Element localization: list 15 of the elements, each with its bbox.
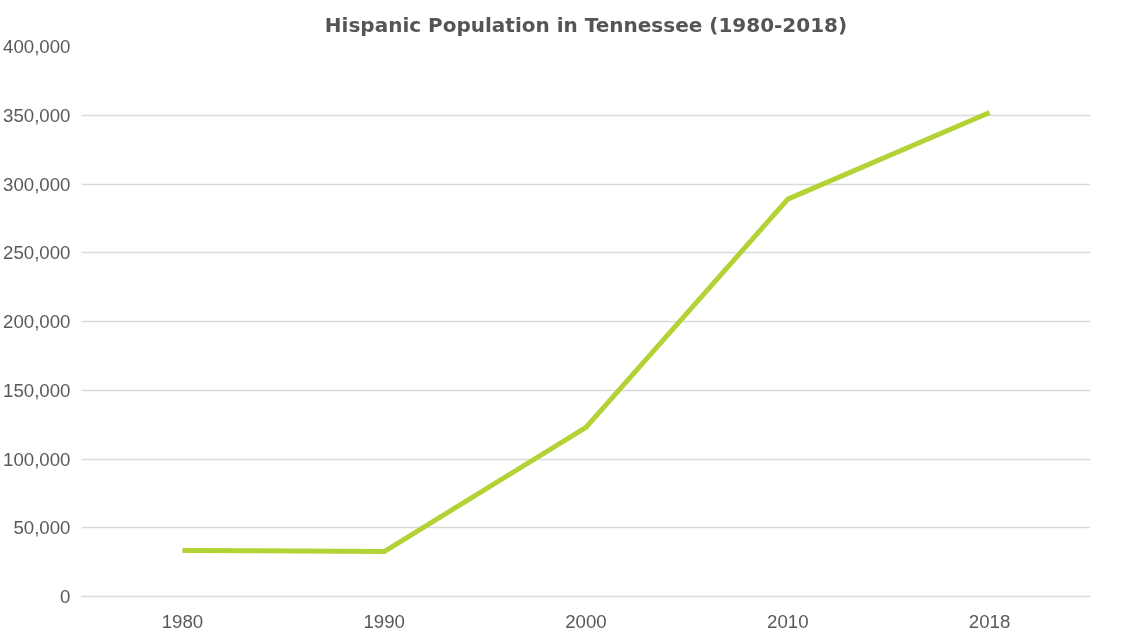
chart-title: Hispanic Population in Tennessee (1980-2018): [324, 12, 848, 37]
y-tick-label: 300,000: [3, 173, 71, 195]
y-tick-label: 150,000: [3, 379, 71, 401]
x-tick-label: 2000: [565, 610, 607, 632]
y-tick-label: 100,000: [3, 448, 71, 470]
x-tick-label: 1990: [363, 610, 405, 632]
x-tick-label: 2018: [968, 610, 1011, 632]
y-tick-label: 50,000: [13, 517, 71, 539]
y-tick-label: 400,000: [3, 36, 71, 57]
y-tick-label: 250,000: [3, 242, 71, 264]
x-tick-label: 2010: [767, 610, 809, 632]
y-tick-label: 200,000: [3, 311, 71, 332]
y-tick-label: 0: [60, 586, 71, 607]
y-tick-label: 350,000: [3, 104, 71, 126]
x-tick-label: 1980: [161, 610, 204, 632]
